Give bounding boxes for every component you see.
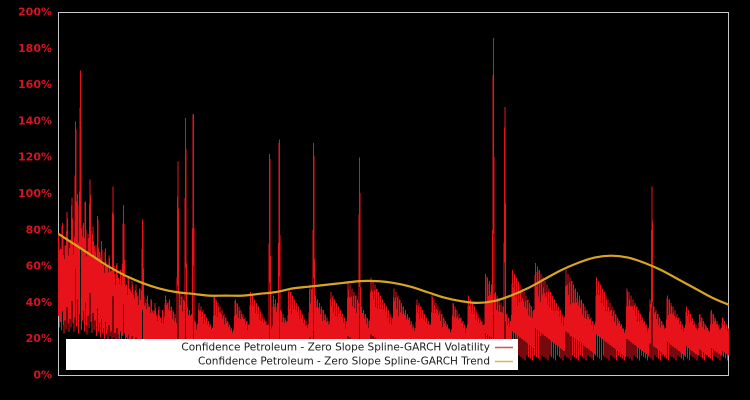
y-axis-tick-label: 180% bbox=[18, 42, 52, 55]
legend-background bbox=[66, 339, 518, 370]
y-axis-tick-label: 20% bbox=[26, 332, 52, 345]
y-axis-tick-label: 100% bbox=[18, 187, 52, 200]
y-axis-tick-label: 200% bbox=[18, 6, 52, 19]
y-axis-tick-label: 160% bbox=[18, 78, 52, 91]
y-axis-tick-label: 80% bbox=[26, 223, 52, 236]
y-axis-tick-label: 60% bbox=[26, 260, 52, 273]
plot-area-frame bbox=[58, 12, 729, 376]
y-axis-tick-label: 120% bbox=[18, 151, 52, 164]
chart-legend[interactable]: Confidence Petroleum - Zero Slope Spline… bbox=[66, 339, 518, 370]
legend-label-volatility: Confidence Petroleum - Zero Slope Spline… bbox=[181, 342, 490, 354]
y-axis-tick-labels: 200% 180% 160% 140% 120% 100% 80% 60% 40% 20% 0% bbox=[18, 6, 52, 382]
trend-series-line bbox=[58, 232, 729, 306]
y-axis-tick-label: 140% bbox=[18, 114, 52, 127]
y-axis-tick-label: 40% bbox=[26, 296, 52, 309]
legend-label-trend: Confidence Petroleum - Zero Slope Spline… bbox=[198, 356, 490, 368]
y-axis-tick-label: 0% bbox=[33, 369, 52, 382]
